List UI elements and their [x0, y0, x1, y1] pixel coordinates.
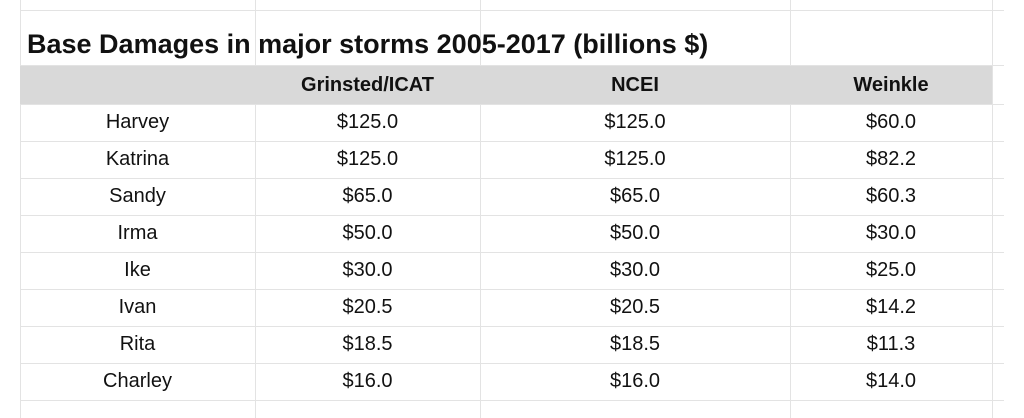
ncei-value-cell[interactable]: $125.0	[604, 111, 666, 133]
table-title: Base Damages in major storms 2005-2017 (…	[27, 29, 709, 59]
gridline-horizontal	[20, 141, 1004, 142]
grinsted-value-cell[interactable]: $18.5	[342, 333, 393, 355]
gridline-horizontal	[20, 400, 1004, 401]
gridline-vertical	[992, 0, 993, 418]
table-row: Katrina $125.0 $125.0 $82.2	[20, 141, 1004, 178]
gridline-horizontal	[20, 178, 1004, 179]
grinsted-value-cell[interactable]: $20.5	[342, 296, 393, 318]
storm-name-cell[interactable]: Katrina	[105, 148, 170, 170]
gridline-vertical	[255, 0, 256, 418]
gridline-vertical	[790, 0, 791, 418]
weinkle-value-cell[interactable]: $14.0	[865, 370, 917, 392]
weinkle-value-cell[interactable]: $60.3	[865, 185, 917, 207]
storm-name-cell[interactable]: Harvey	[105, 111, 170, 133]
header-cell-grinsted-icat[interactable]: Grinsted/ICAT	[301, 74, 434, 96]
weinkle-value-cell[interactable]: $82.2	[865, 148, 917, 170]
gridline-vertical	[20, 0, 21, 418]
table-row: Ivan $20.5 $20.5 $14.2	[20, 289, 1004, 326]
weinkle-value-cell[interactable]: $25.0	[865, 259, 917, 281]
ncei-value-cell[interactable]: $125.0	[604, 148, 666, 170]
storm-name-cell[interactable]: Irma	[117, 222, 158, 244]
grinsted-value-cell[interactable]: $125.0	[336, 111, 399, 133]
header-cell-ncei[interactable]: NCEI	[611, 74, 659, 96]
ncei-value-cell[interactable]: $30.0	[609, 259, 661, 281]
header-row	[20, 66, 992, 104]
storm-name-cell[interactable]: Sandy	[109, 185, 166, 207]
gridline-horizontal	[20, 65, 1004, 66]
storm-name-cell[interactable]: Rita	[119, 333, 156, 355]
storm-name-cell[interactable]: Ivan	[118, 296, 157, 318]
table-row: Charley $16.0 $16.0 $14.0	[20, 363, 1004, 400]
table-row: Irma $50.0 $50.0 $30.0	[20, 215, 1004, 252]
gridline-horizontal	[20, 363, 1004, 364]
weinkle-value-cell[interactable]: $30.0	[865, 222, 917, 244]
gridline-horizontal	[20, 104, 1004, 105]
storm-name-cell[interactable]: Ike	[124, 259, 151, 281]
grinsted-value-cell[interactable]: $65.0	[342, 185, 393, 207]
table-row: Ike $30.0 $30.0 $25.0	[20, 252, 1004, 289]
weinkle-value-cell[interactable]: $11.3	[866, 333, 916, 355]
table-row: Rita $18.5 $18.5 $11.3	[20, 326, 1004, 363]
table-row: Sandy $65.0 $65.0 $60.3	[20, 178, 1004, 215]
ncei-value-cell[interactable]: $65.0	[609, 185, 661, 207]
grinsted-value-cell[interactable]: $50.0	[342, 222, 393, 244]
weinkle-value-cell[interactable]: $14.2	[865, 296, 917, 318]
ncei-value-cell[interactable]: $18.5	[609, 333, 661, 355]
gridline-horizontal	[20, 10, 1004, 11]
grinsted-value-cell[interactable]: $125.0	[336, 148, 399, 170]
gridline-horizontal	[20, 215, 1004, 216]
grinsted-value-cell[interactable]: $30.0	[342, 259, 393, 281]
ncei-value-cell[interactable]: $16.0	[609, 370, 661, 392]
header-cell-weinkle[interactable]: Weinkle	[853, 74, 929, 96]
gridline-horizontal	[20, 326, 1004, 327]
ncei-value-cell[interactable]: $50.0	[609, 222, 661, 244]
weinkle-value-cell[interactable]: $60.0	[865, 111, 917, 133]
header-cell-blank[interactable]	[20, 66, 255, 104]
gridline-horizontal	[20, 252, 1004, 253]
gridline-horizontal	[20, 289, 1004, 290]
ncei-value-cell[interactable]: $20.5	[609, 296, 661, 318]
gridline-vertical	[480, 0, 481, 418]
storm-name-cell[interactable]: Charley	[103, 370, 172, 392]
table-row: Harvey $125.0 $125.0 $60.0	[20, 104, 1004, 141]
grinsted-value-cell[interactable]: $16.0	[342, 370, 393, 392]
